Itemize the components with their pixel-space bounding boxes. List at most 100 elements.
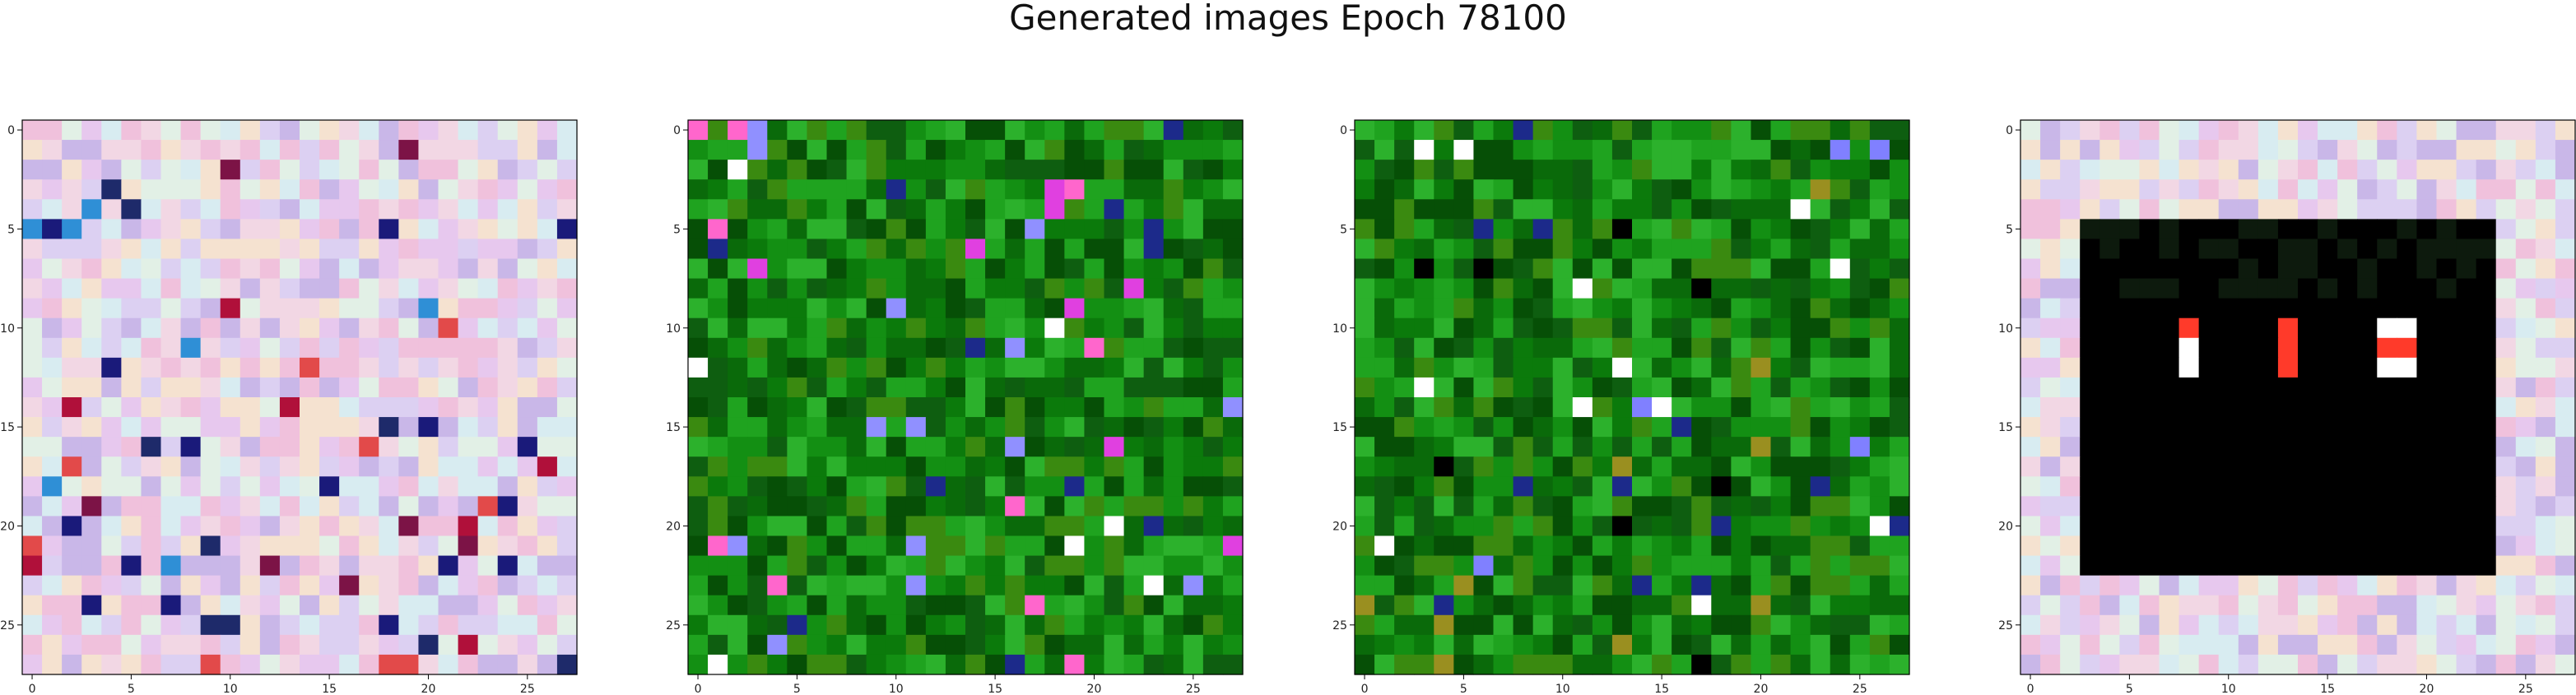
pixel-cell	[866, 397, 887, 418]
pixel-cell	[2397, 456, 2418, 477]
x-tick-label: 20	[421, 683, 436, 695]
pixel-cell	[1005, 357, 1025, 378]
pixel-cell	[1163, 377, 1184, 398]
pixel-cell	[728, 258, 748, 280]
pixel-cell	[1532, 219, 1554, 240]
pixel-cell	[556, 496, 578, 517]
pixel-cell	[1434, 160, 1454, 180]
pixel-cell	[985, 337, 1006, 359]
pixel-cell	[1869, 535, 1890, 557]
pixel-cell	[1473, 377, 1495, 398]
pixel-cell	[200, 278, 221, 299]
pixel-cell	[787, 634, 808, 656]
pixel-cell	[2198, 140, 2220, 160]
pixel-cell	[2456, 377, 2477, 398]
y-tick-label: 25	[666, 619, 681, 632]
pixel-cell	[807, 397, 828, 418]
pixel-cell	[2257, 140, 2279, 160]
pixel-cell	[220, 575, 241, 596]
pixel-cell	[1552, 654, 1574, 675]
pixel-cell	[2357, 437, 2378, 457]
pixel-cell	[1044, 516, 1065, 537]
pixel-cell	[1163, 476, 1184, 497]
pixel-cell	[319, 278, 340, 299]
pixel-cell	[1770, 535, 1792, 557]
pixel-cell	[1552, 239, 1574, 260]
pixel-cell	[2159, 595, 2180, 616]
pixel-cell	[2040, 258, 2061, 280]
pixel-cell	[1183, 298, 1204, 319]
pixel-cell	[2555, 397, 2576, 418]
pixel-cell	[200, 298, 221, 319]
pixel-cell	[1869, 219, 1890, 240]
pixel-cell	[728, 555, 748, 577]
pixel-cell	[537, 298, 558, 319]
pixel-cell	[2495, 634, 2517, 656]
pixel-cell	[22, 437, 43, 457]
pixel-cell	[121, 595, 142, 616]
pixel-cell	[438, 278, 459, 299]
pixel-cell	[866, 317, 887, 339]
pixel-cell	[2377, 496, 2397, 517]
pixel-cell	[1453, 258, 1475, 280]
pixel-cell	[517, 239, 538, 260]
x-tick-label: 0	[1361, 683, 1369, 695]
pixel-cell	[1222, 555, 1244, 577]
pixel-cell	[2178, 516, 2200, 537]
pixel-cell	[1143, 476, 1165, 497]
pixel-cell	[2555, 160, 2576, 180]
pixel-cell	[418, 634, 439, 656]
pixel-cell	[1414, 634, 1434, 656]
pixel-cell	[807, 179, 828, 200]
pixel-cell	[200, 377, 221, 398]
pixel-cell	[2198, 120, 2220, 141]
pixel-cell	[2555, 298, 2576, 319]
pixel-cell	[121, 120, 142, 141]
pixel-cell	[339, 357, 360, 378]
pixel-cell	[1889, 140, 1910, 160]
pixel-cell	[239, 278, 261, 299]
pixel-cell	[1751, 199, 1772, 220]
pixel-cell	[846, 456, 867, 477]
pixel-cell	[1632, 160, 1653, 180]
pixel-cell	[2436, 278, 2457, 299]
pixel-cell	[1652, 120, 1672, 141]
pixel-cell	[1849, 575, 1871, 596]
pixel-cell	[2436, 437, 2457, 457]
pixel-cell	[1434, 258, 1454, 280]
pixel-cell	[22, 337, 43, 359]
pixel-cell	[1632, 258, 1653, 280]
pixel-cell	[1374, 317, 1395, 339]
pixel-cell	[688, 120, 709, 141]
pixel-cell	[1183, 654, 1204, 675]
pixel-cell	[1493, 357, 1514, 378]
pixel-cell	[2495, 476, 2517, 497]
pixel-cell	[846, 160, 867, 180]
pixel-cell	[379, 595, 399, 616]
pixel-cell	[1632, 317, 1653, 339]
pixel-cell	[42, 476, 63, 497]
pixel-cell	[846, 120, 867, 141]
pixel-cell	[300, 535, 320, 557]
pixel-cell	[1493, 575, 1514, 596]
pixel-cell	[688, 476, 709, 497]
pixel-cell	[1810, 476, 1831, 497]
pixel-cell	[1473, 634, 1495, 656]
pixel-cell	[965, 417, 986, 438]
pixel-cell	[537, 317, 558, 339]
pixel-cell	[517, 258, 538, 280]
pixel-cell	[688, 614, 709, 636]
pixel-cell	[1632, 298, 1653, 319]
pixel-cell	[1532, 258, 1554, 280]
pixel-cell	[22, 555, 43, 577]
pixel-cell	[1473, 614, 1495, 636]
pixel-cell	[300, 179, 320, 200]
pixel-cell	[688, 337, 709, 359]
pixel-cell	[1374, 337, 1395, 359]
pixel-cell	[2456, 357, 2477, 378]
pixel-cell	[2218, 278, 2239, 299]
pixel-cell	[1830, 496, 1851, 517]
pixel-cell	[1355, 634, 1375, 656]
pixel-cell	[537, 219, 558, 240]
pixel-cell	[537, 179, 558, 200]
